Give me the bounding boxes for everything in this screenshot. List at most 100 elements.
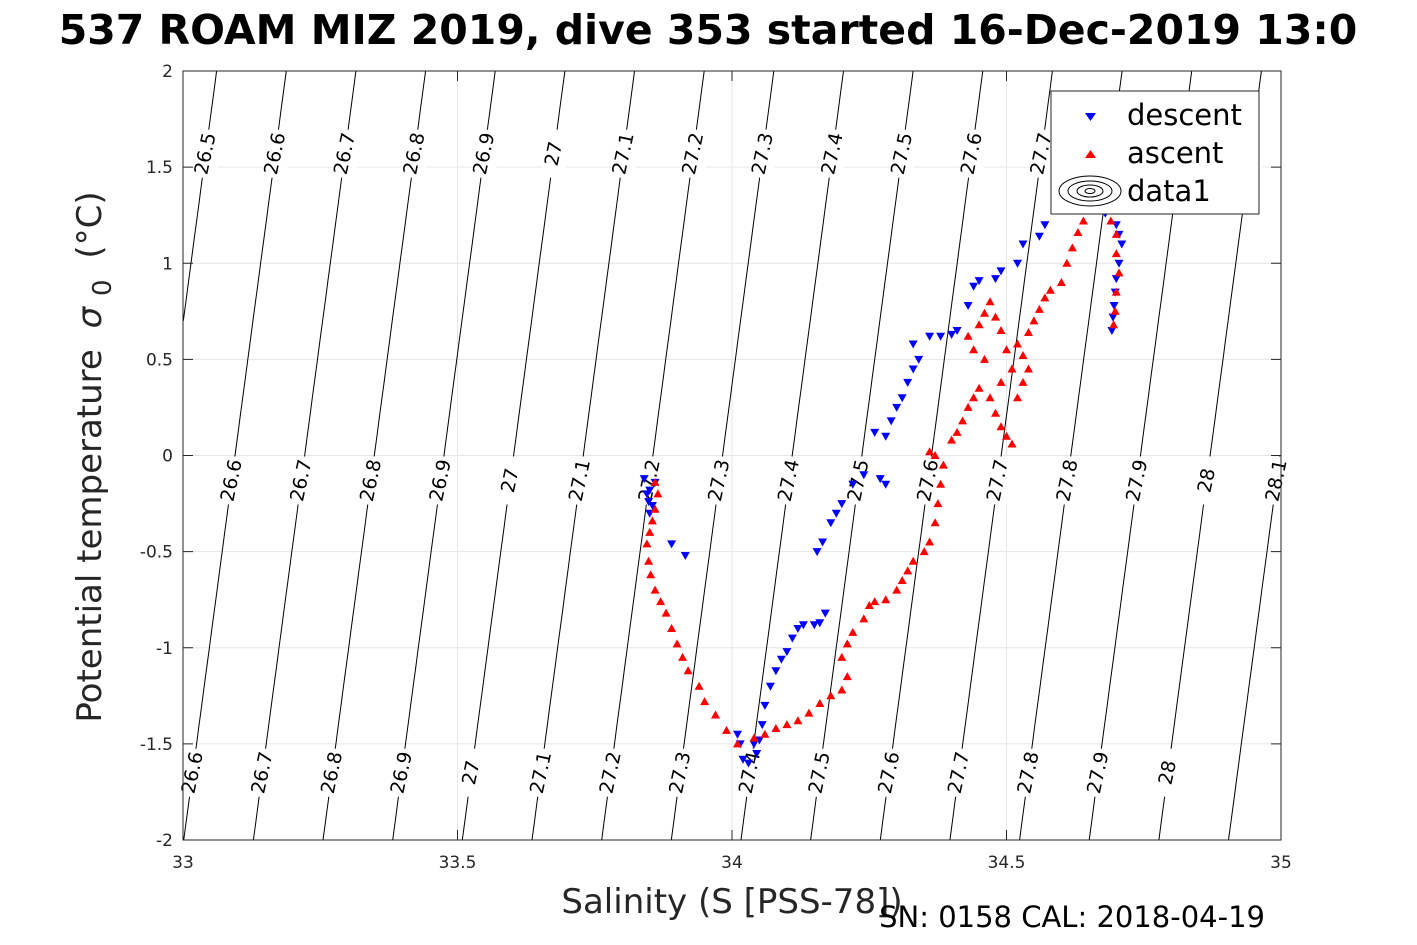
ascent-point-55 [980,354,989,363]
descent-point-39 [886,417,896,426]
ascent-point-77 [1029,316,1039,325]
descent-point-24 [798,621,808,630]
ascent-point-51 [958,416,968,425]
ascent-point-21 [760,729,770,738]
ascent-point-95 [1109,320,1119,329]
ascent-point-65 [996,377,1006,386]
isopycnal-label-bg-top-5 [541,129,566,178]
ascent-point-3 [647,516,657,525]
descent-point-35 [875,475,885,484]
descent-point-16 [757,721,767,730]
descent-point-18 [765,682,775,691]
ascent-point-91 [1111,249,1121,258]
ascent-point-33 [859,614,869,623]
y-axis-label-text: Potential temperature [70,349,110,722]
ascent-point-62 [996,326,1006,334]
descent-point-54 [996,267,1006,276]
ascent-point-12 [672,639,682,648]
descent-point-7 [667,540,677,549]
isopycnal-label-bg-top-6 [611,129,636,178]
descent-point-15 [754,736,764,745]
ascent-point-66 [985,393,995,402]
isopycnal-label-bg-mid-1 [219,456,244,505]
ascent-point-8 [650,585,660,594]
isopycnal-label-bg-bot-0 [180,748,205,797]
descent-point-36 [881,480,891,489]
ascent-point-6 [644,556,654,565]
isopycnal-label-bg-mid-5 [498,456,523,505]
ascent-point-64 [1007,364,1017,373]
isopycnal-label-bg-top-9 [820,129,845,178]
ascent-point-41 [919,547,929,556]
ascent-point-30 [837,652,847,661]
descent-point-9 [733,730,742,739]
isopycnal-label-bot-4: 27 [458,759,485,787]
ascent-point-25 [804,708,814,717]
ascent-point-71 [1013,393,1022,402]
isopycnal-label-bg-bot-11 [946,748,971,797]
ascent-point-39 [903,566,913,575]
ascent-point-49 [947,435,957,444]
x-tick-label-2: 34 [721,853,743,873]
ascent-point-13 [678,652,688,661]
y-axis-label-subscript: 0 [88,279,118,296]
y-tick-label-4: 0 [162,447,173,467]
y-tick-label-8: 2 [162,62,173,82]
descent-point-30 [826,519,836,528]
ascent-point-29 [842,672,852,681]
y-tick-label-2: -1 [156,639,173,659]
descent-point-37 [870,428,880,437]
axis-ticks: 33 33.5 34 34.5 35 -2 -1.5 -1 -0.5 0 0.5 1 1.5 2 [140,62,1292,873]
y-tick-label-3: -0.5 [140,543,173,563]
ascent-point-78 [1034,304,1044,313]
isopycnal-label-bg-bot-1 [250,748,275,797]
legend-ascent-label: ascent [1127,136,1223,170]
isopycnal-label-mid-5: 27 [497,466,524,494]
ascent-point-84 [1073,228,1083,236]
y-axis-label-group: Potential temperature σ 0 (°C) [70,191,120,722]
descent-point-21 [782,648,792,657]
descent-point-43 [908,365,918,374]
ascent-point-48 [925,447,935,456]
descent-point-41 [897,394,907,403]
ascent-point-89 [1106,216,1116,225]
ascent-point-57 [963,331,973,340]
descent-point-53 [991,275,1000,284]
descent-point-13 [749,740,759,749]
y-axis-label: Potential temperature σ 0 (°C) [70,191,120,722]
descent-point-33 [848,480,858,489]
ascent-point-14 [683,666,693,675]
descent-point-71 [1111,275,1121,284]
descent-point-48 [947,330,957,339]
isopycnal-label-top-5: 27 [541,140,568,168]
descent-point-73 [1109,302,1119,310]
isopycnal-label-bg-mid-9 [776,456,801,505]
ascent-point-18 [722,725,731,734]
isopycnal-label-bg-bot-12 [1016,748,1041,797]
descent-point-38 [881,432,891,441]
isopycnal-label-bg-top-3 [402,129,427,178]
ascent-point-10 [661,608,671,617]
descent-point-55 [1013,259,1022,268]
isopycnal-line-5 [322,70,427,841]
legend-descent-marker [1085,113,1096,121]
isopycnal-line-2 [182,70,218,321]
ascent-point-79 [1040,293,1050,302]
isopycnal-line-14 [949,70,1053,841]
ascent-point-28 [837,685,847,694]
isopycnal-label-bg-bot-4 [459,748,484,797]
isopycnal-label-bg-mid-11 [916,456,941,505]
isopycnal-label-bg-mid-13 [1055,456,1080,505]
isopycnal-label-bg-bot-7 [668,748,693,797]
ascent-point-94 [1110,306,1120,315]
descent-point-52 [974,277,984,286]
isopycnal-label-bg-bot-3 [389,748,414,797]
isopycnal-label-bg-mid-16 [1264,456,1289,505]
descent-point-31 [831,509,841,518]
ascent-point-93 [1111,287,1121,296]
descent-point-57 [1034,232,1044,241]
descent-point-69 [1117,240,1127,249]
isopycnal-line-13 [879,70,984,841]
ascent-point-34 [864,601,874,609]
